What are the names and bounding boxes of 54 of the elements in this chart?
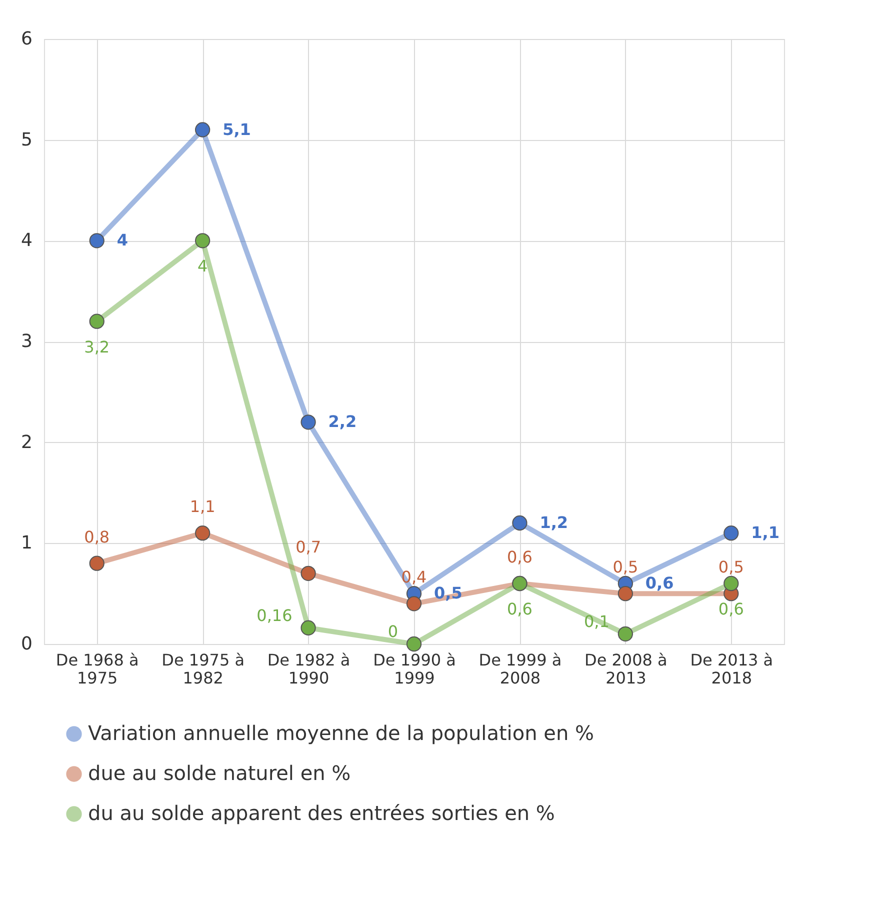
- point: [195, 526, 210, 541]
- data-label: 1,2: [540, 513, 568, 532]
- data-label: 0,1: [584, 612, 610, 631]
- data-label: 4: [197, 256, 208, 276]
- x-tick-label: De 2008 à 2013: [584, 650, 668, 688]
- data-label: 0,16: [256, 606, 292, 625]
- data-label: 0,6: [645, 574, 674, 592]
- data-label: 0,6: [718, 600, 744, 618]
- data-label: 1,1: [190, 497, 216, 516]
- point: [724, 576, 739, 592]
- y-tick-label: 6: [21, 28, 32, 50]
- data-label: 0,5: [434, 584, 462, 603]
- data-label: 0,6: [506, 600, 532, 618]
- data-label: 0,8: [84, 527, 110, 546]
- legend-label: Variation annuelle moyenne de la population en %: [88, 721, 594, 745]
- x-tick-label: De 1990 à 1999: [373, 650, 456, 688]
- data-label: 5,1: [222, 120, 251, 139]
- point: [618, 586, 633, 602]
- x-tick-label: De 1968 à 1975: [56, 650, 139, 688]
- y-tick-label: 4: [21, 230, 32, 252]
- data-label: 0: [388, 622, 398, 641]
- point: [195, 122, 210, 138]
- point: [406, 636, 422, 652]
- legend-label: due au solde naturel en %: [88, 761, 351, 785]
- y-tick-label: 0: [21, 634, 32, 654]
- point: [618, 626, 633, 642]
- point: [89, 233, 104, 248]
- data-label: 0,6: [506, 548, 532, 566]
- data-label: 3,2: [84, 337, 110, 356]
- y-tick-label: 1: [21, 532, 32, 554]
- y-tick-label: 2: [21, 432, 32, 453]
- data-label: 0,5: [718, 558, 744, 577]
- data-label: 1,1: [751, 523, 780, 542]
- point: [406, 596, 422, 612]
- point: [724, 526, 739, 541]
- point: [300, 566, 316, 581]
- data-label: 4: [116, 230, 128, 250]
- point: [512, 515, 528, 531]
- x-tick-label: De 1975 à 1982: [162, 650, 244, 688]
- data-label: 0,5: [612, 558, 638, 577]
- x-tick-label: De 1982 à 1990: [267, 650, 350, 688]
- point: [89, 556, 104, 571]
- y-tick-label: 5: [21, 129, 32, 150]
- data-label: 2,2: [328, 412, 357, 432]
- point: [195, 233, 210, 248]
- legend-label: du au solde apparent des entrées sorties en %: [88, 801, 555, 825]
- point: [89, 314, 104, 329]
- point: [300, 620, 316, 636]
- data-label: 0,4: [401, 568, 427, 587]
- point: [300, 414, 316, 430]
- data-label: 0,7: [296, 537, 322, 556]
- x-tick-label: De 2013 à 2018: [690, 650, 774, 688]
- x-tick-label: De 1999 à 2008: [478, 650, 562, 688]
- y-tick-label: 3: [21, 331, 32, 352]
